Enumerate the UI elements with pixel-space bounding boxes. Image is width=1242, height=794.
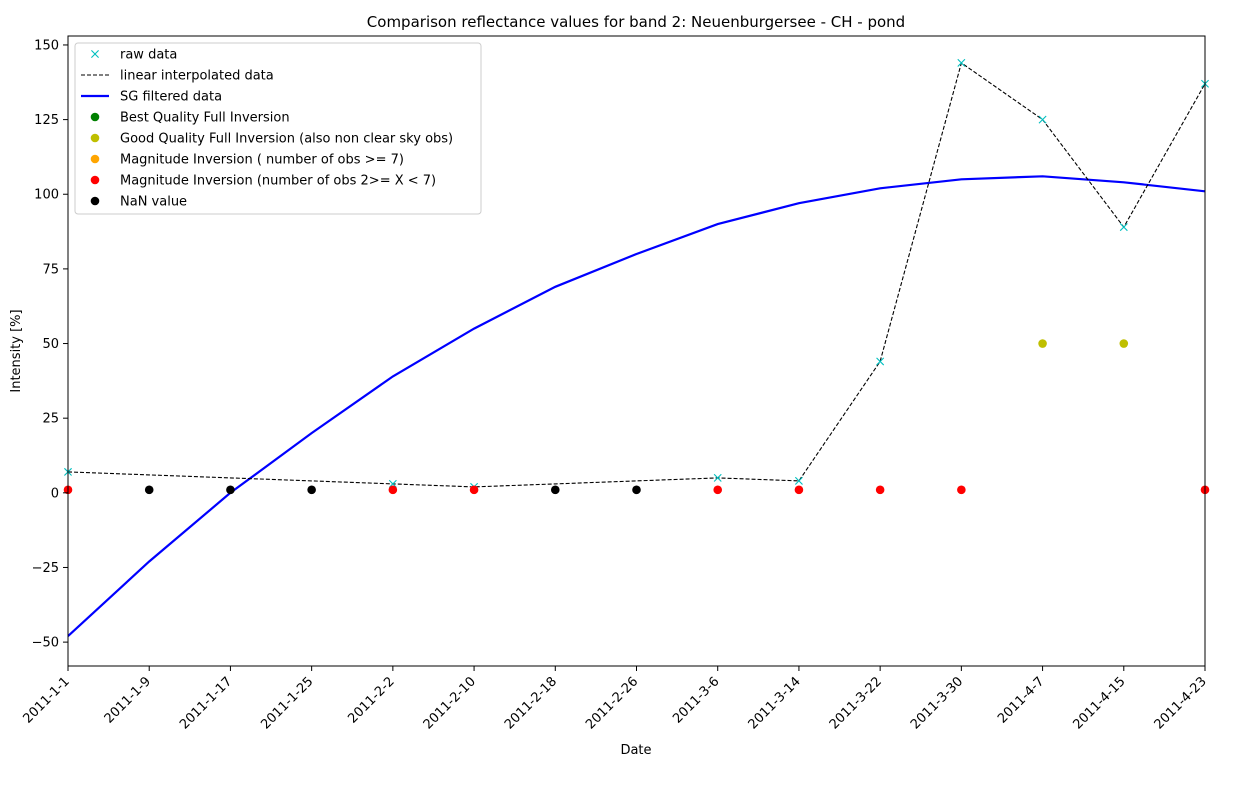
legend-label: Good Quality Full Inversion (also non cl… (120, 132, 453, 147)
nan-value-point (144, 485, 154, 495)
legend-label: Magnitude Inversion ( number of obs >= 7… (120, 153, 404, 168)
good-quality-point (1038, 339, 1047, 348)
nan-value-point (632, 485, 641, 495)
y-axis: −50 −25 0 25 50 75 100 125 150 (32, 38, 68, 651)
x-tick-label: 2011-2-18 (502, 674, 560, 732)
legend-label: Magnitude Inversion (number of obs 2>= X… (120, 174, 436, 189)
legend: raw data linear interpolated data SG filte… (74, 42, 482, 215)
x-tick-label: 2011-2-10 (421, 674, 479, 732)
magnitude-inversion-point (957, 485, 966, 495)
legend-item: Magnitude Inversion (number of obs 2>= X… (90, 174, 436, 189)
raw-data-point (957, 58, 966, 67)
x-tick-label: 2011-3-30 (908, 674, 966, 732)
chart-title: Comparison reflectance values for band 2… (367, 13, 905, 31)
y-tick-label: 75 (42, 262, 59, 277)
y-tick-label: 0 (51, 486, 59, 501)
linear-interpolated-line (68, 62, 1205, 488)
magnitude-inversion-point (469, 485, 479, 495)
sg-filtered-line (68, 175, 1205, 637)
legend-item: raw data (91, 48, 177, 63)
plot-area (63, 35, 1210, 667)
x-tick-label: 2011-1-1 (20, 674, 72, 726)
x-tick-label: 2011-3-6 (670, 674, 722, 726)
y-tick-label: 150 (34, 38, 59, 53)
raw-data-point (388, 479, 397, 488)
y-tick-label: 100 (34, 188, 59, 203)
magnitude-inversion-point (388, 485, 398, 495)
raw-data-point (876, 357, 885, 366)
legend-item: Good Quality Full Inversion (also non cl… (90, 132, 453, 147)
y-tick-label: 50 (42, 337, 59, 352)
nan-value-point (226, 485, 235, 495)
raw-data-point (713, 473, 722, 482)
legend-item: Best Quality Full Inversion (90, 111, 290, 126)
legend-label: Best Quality Full Inversion (120, 111, 290, 126)
y-tick-label: −50 (32, 636, 59, 651)
y-tick-label: −25 (32, 561, 59, 576)
magnitude-inversion-point (875, 485, 885, 495)
y-tick-label: 125 (34, 113, 59, 128)
x-axis-label: Date (620, 743, 651, 758)
y-axis-label: Intensity [%] (9, 309, 24, 392)
x-tick-label: 2011-1-9 (102, 674, 154, 726)
x-tick-label: 2011-3-14 (746, 674, 804, 732)
legend-label: SG filtered data (120, 90, 222, 105)
x-tick-label: 2011-4-23 (1152, 674, 1210, 732)
x-axis: 2011-1-1 2011-1-9 2011-1-17 2011-1-25 2011-2… (20, 666, 1210, 732)
legend-label: NaN value (120, 195, 187, 210)
nan-value-point (307, 485, 316, 495)
magnitude-inversion-point (794, 485, 804, 495)
x-tick-label: 2011-1-25 (258, 674, 316, 732)
good-quality-point (1119, 339, 1129, 348)
x-tick-label: 2011-4-7 (995, 674, 1047, 726)
x-tick-label: 2011-2-2 (345, 674, 397, 726)
legend-item: Magnitude Inversion ( number of obs >= 7… (90, 153, 404, 168)
legend-item: NaN value (90, 195, 187, 210)
legend-item: linear interpolated data (81, 69, 274, 84)
legend-label: raw data (120, 48, 177, 63)
nan-value-point (550, 485, 560, 495)
raw-data-point (794, 476, 803, 485)
magnitude-inversion-point (713, 485, 723, 495)
x-tick-label: 2011-2-26 (583, 674, 641, 732)
legend-box (74, 42, 482, 215)
legend-item: SG filtered data (81, 90, 222, 105)
y-tick-label: 25 (42, 412, 59, 427)
legend-label: linear interpolated data (120, 69, 274, 84)
raw-data-point (1038, 115, 1047, 124)
raw-data-point (1119, 223, 1128, 232)
x-tick-label: 2011-4-15 (1070, 674, 1128, 732)
x-tick-label: 2011-3-22 (827, 674, 885, 732)
x-tick-label: 2011-1-17 (177, 674, 235, 732)
